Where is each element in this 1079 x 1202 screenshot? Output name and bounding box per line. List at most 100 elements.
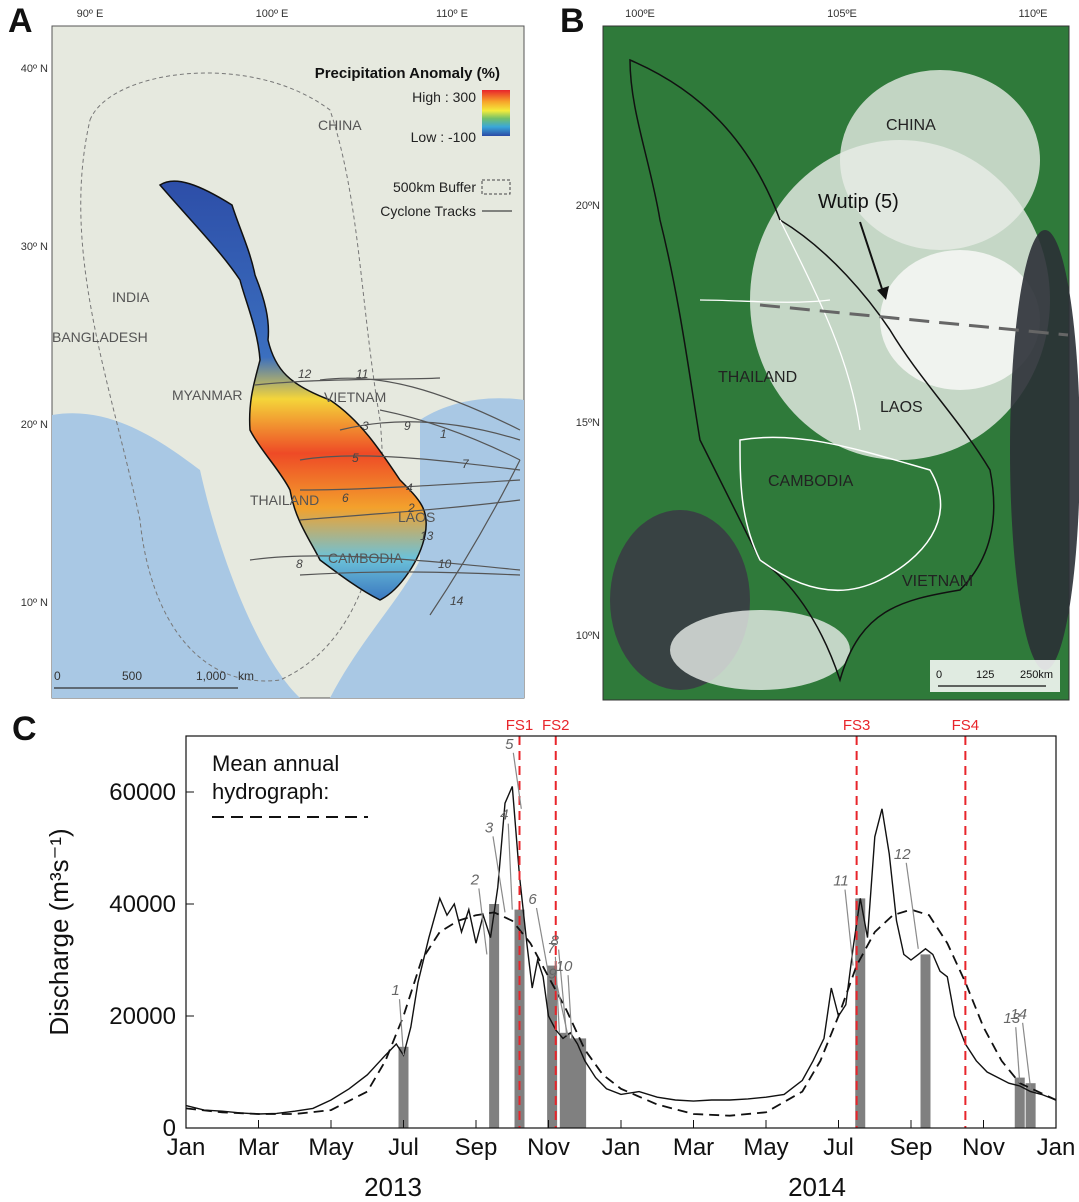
south-china-sea [330, 398, 524, 698]
event-bar [489, 904, 500, 1128]
event-bar [559, 1032, 570, 1128]
annotation-label: 4 [500, 807, 508, 824]
track-number: 14 [450, 594, 464, 608]
country-label: VIETNAM [902, 573, 973, 590]
annotation-arrow [1022, 1022, 1032, 1089]
annotation-label: 11 [833, 873, 849, 890]
country-label: VIETNAM [324, 389, 386, 405]
annotation-arrow [478, 888, 488, 955]
legend-buffer-swatch [481, 179, 511, 195]
annotation-label: 2 [470, 871, 480, 888]
x-tick-label: Nov [527, 1134, 570, 1161]
country-label: INDIA [112, 289, 150, 305]
annotation-arrow [554, 956, 560, 1033]
map-b-lat-tick: 15ºN [576, 417, 600, 429]
legend-low: Low : -100 [411, 129, 477, 145]
annotation-arrow [567, 975, 573, 1042]
country-label: THAILAND [718, 369, 797, 386]
annotation-arrow [507, 823, 513, 910]
track-number: 7 [462, 457, 470, 471]
country-label: CAMBODIA [328, 550, 403, 566]
annotation-label: 5 [505, 736, 514, 753]
track-number: 3 [362, 419, 369, 433]
legend-title: Precipitation Anomaly (%) [315, 65, 500, 82]
x-tick-label: Sep [890, 1134, 933, 1161]
panel-label-b: B [560, 2, 585, 40]
legend-high: High : 300 [412, 89, 476, 105]
scalebar-label: 0 [936, 669, 942, 681]
scalebar-label: 500 [122, 669, 142, 683]
event-bar [398, 1046, 409, 1128]
map-a-lon-tick: 110º E [436, 8, 468, 20]
map-b-lon-tick: 105ºE [827, 8, 857, 20]
event-bar [1025, 1083, 1036, 1128]
x-tick-label: Jan [167, 1134, 206, 1161]
scalebar-label: km [238, 669, 254, 683]
annotation-arrow [905, 862, 919, 949]
x-tick-label: Sep [455, 1134, 498, 1161]
legend-colorbar [482, 90, 510, 136]
track-number: 12 [298, 367, 312, 381]
annotation-label: 1 [391, 982, 399, 999]
x-tick-label: May [308, 1134, 353, 1161]
map-a-lat-tick: 30º N [21, 241, 48, 253]
event-bar [568, 1038, 579, 1128]
map-a-lat-tick: 40º N [21, 63, 48, 75]
flood-marker-label: FS3 [843, 717, 871, 734]
annotation-arrow [512, 752, 522, 809]
x-tick-label: Mar [673, 1134, 714, 1161]
annotation-label: 12 [894, 846, 911, 863]
flood-marker-label: FS4 [952, 717, 980, 734]
mekong-basin [158, 180, 427, 601]
scalebar-label: 0 [54, 669, 61, 683]
cyclone-tracks [249, 377, 521, 616]
panel-label-a: A [8, 2, 33, 40]
year-label: 2013 [364, 1172, 422, 1202]
x-tick-label: Jul [388, 1134, 419, 1161]
annotation-arrow [535, 907, 550, 975]
scalebar-label: 1,000 [196, 669, 226, 683]
annotation-arrow [555, 982, 570, 1039]
track-number: 10 [438, 557, 452, 571]
track-number: 1 [440, 427, 447, 441]
track-number: 2 [407, 501, 415, 515]
x-tick-label: Jan [1037, 1134, 1076, 1161]
track-number: 13 [420, 529, 434, 543]
country-label: CAMBODIA [768, 473, 854, 490]
track-number: 4 [406, 481, 413, 495]
annotation-label: 13 [1003, 1010, 1020, 1027]
x-tick-label: Mar [238, 1134, 279, 1161]
y-tick-label: 40000 [109, 891, 176, 918]
country-label: LAOS [398, 509, 435, 525]
x-tick-label: Jan [602, 1134, 641, 1161]
country-label: CHINA [318, 117, 362, 133]
track-number: 9 [404, 419, 411, 433]
country-label: MYANMAR [172, 387, 243, 403]
country-label: BANGLADESH [52, 329, 148, 345]
map-b-lat-tick: 20ºN [576, 200, 600, 212]
annotation-label: 3 [485, 819, 494, 836]
legend-buffer: 500km Buffer [393, 179, 476, 195]
precipitation-anomaly-map: 90º E 100º E 110º E 40º N 30º N 20º N 10… [21, 8, 1079, 701]
annotation-label: 10 [556, 958, 573, 975]
scalebar-label: 250km [1020, 669, 1053, 681]
y-tick-label: 60000 [109, 779, 176, 806]
flood-marker-label: FS1 [506, 717, 534, 734]
x-tick-label: May [743, 1134, 788, 1161]
y-tick-label: 20000 [109, 1003, 176, 1030]
country-label: CHINA [886, 117, 936, 134]
scalebar-label: 125 [976, 669, 994, 681]
legend-line2: hydrograph: [212, 779, 329, 804]
map-a-lat-tick: 20º N [21, 419, 48, 431]
storm-track [759, 303, 1069, 337]
storm-label: Wutip (5) [818, 191, 899, 213]
map-b-lon-tick: 110ºE [1019, 8, 1048, 20]
annotation-label: 9 [548, 965, 557, 982]
annotation-arrow [1015, 1027, 1021, 1084]
annotation-arrow [398, 999, 405, 1056]
legend-line1: Mean annual [212, 751, 339, 776]
panel-label-c: C [12, 710, 37, 748]
annotation-label: 6 [528, 891, 537, 908]
map-a-lat-tick: 10º N [21, 597, 48, 609]
